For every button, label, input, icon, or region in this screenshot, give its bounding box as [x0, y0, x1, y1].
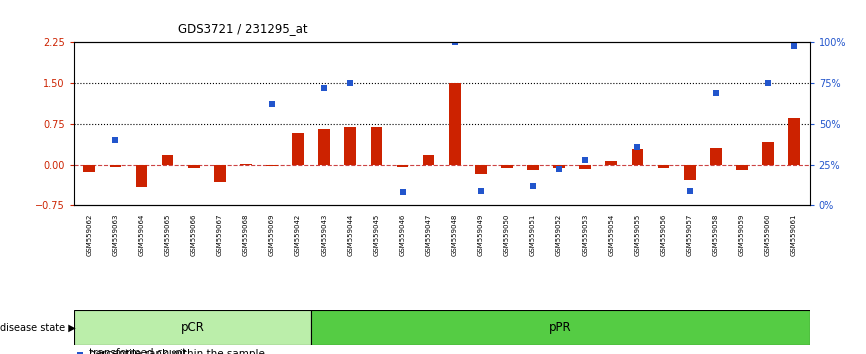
Text: GSM559061: GSM559061 — [791, 214, 797, 256]
Bar — [319, 129, 330, 165]
Text: GSM559043: GSM559043 — [321, 214, 327, 256]
Bar — [83, 165, 95, 172]
Text: GDS3721 / 231295_at: GDS3721 / 231295_at — [178, 22, 307, 35]
Text: GSM559069: GSM559069 — [269, 214, 275, 256]
Bar — [579, 165, 591, 169]
Text: transformed count: transformed count — [88, 348, 186, 354]
Bar — [109, 165, 121, 167]
Text: GSM559049: GSM559049 — [478, 214, 484, 256]
Text: GSM559051: GSM559051 — [530, 214, 536, 256]
Bar — [736, 165, 747, 170]
Bar — [214, 165, 226, 182]
Text: GSM559053: GSM559053 — [582, 214, 588, 256]
Bar — [657, 165, 669, 169]
Text: pCR: pCR — [180, 321, 204, 334]
Text: GSM559044: GSM559044 — [347, 214, 353, 256]
Text: GSM559062: GSM559062 — [87, 214, 93, 256]
Text: GSM559063: GSM559063 — [113, 214, 119, 256]
Text: GSM559065: GSM559065 — [165, 214, 171, 256]
Text: GSM559048: GSM559048 — [452, 214, 458, 256]
Text: pPR: pPR — [549, 321, 572, 334]
Bar — [136, 165, 147, 187]
Bar — [74, 310, 311, 345]
Bar — [292, 133, 304, 165]
Bar — [188, 165, 199, 168]
Bar — [162, 155, 173, 165]
Bar — [423, 155, 435, 165]
Bar — [345, 127, 356, 165]
Text: GSM559066: GSM559066 — [191, 214, 197, 256]
Bar — [311, 310, 810, 345]
Text: GSM559042: GSM559042 — [295, 214, 301, 256]
Bar — [371, 127, 382, 165]
Bar — [266, 165, 278, 166]
Text: GSM559045: GSM559045 — [373, 214, 379, 256]
Bar — [553, 165, 565, 169]
Text: GSM559055: GSM559055 — [635, 214, 641, 256]
Text: disease state ▶: disease state ▶ — [0, 322, 75, 332]
Text: GSM559054: GSM559054 — [608, 214, 614, 256]
Text: GSM559060: GSM559060 — [765, 214, 771, 256]
Text: GSM559057: GSM559057 — [687, 214, 693, 256]
Bar — [397, 165, 409, 167]
Text: GSM559067: GSM559067 — [216, 214, 223, 256]
Bar — [762, 142, 774, 165]
Bar — [501, 165, 513, 169]
Text: GSM559046: GSM559046 — [399, 214, 405, 256]
Bar — [684, 165, 695, 180]
Text: GSM559056: GSM559056 — [661, 214, 667, 256]
Bar — [527, 165, 539, 170]
Bar — [788, 119, 800, 165]
Bar — [631, 149, 643, 165]
Text: percentile rank within the sample: percentile rank within the sample — [88, 349, 265, 354]
Text: GSM559064: GSM559064 — [139, 214, 145, 256]
Text: GSM559058: GSM559058 — [713, 214, 719, 256]
Text: GSM559047: GSM559047 — [425, 214, 431, 256]
Text: GSM559068: GSM559068 — [242, 214, 249, 256]
Bar — [475, 165, 487, 175]
Bar — [605, 161, 617, 165]
Text: GSM559052: GSM559052 — [556, 214, 562, 256]
Bar — [449, 83, 461, 165]
Text: GSM559059: GSM559059 — [739, 214, 745, 256]
Text: GSM559050: GSM559050 — [504, 214, 510, 256]
Bar — [240, 164, 252, 165]
Bar — [710, 148, 721, 165]
